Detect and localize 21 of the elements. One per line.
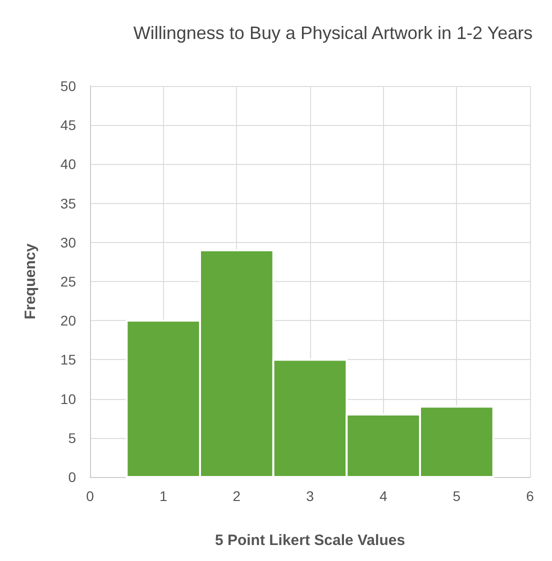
x-tick-label: 6 [526, 488, 534, 504]
y-tick-label: 20 [60, 312, 76, 329]
x-tick-label: 1 [159, 488, 168, 504]
chart-title: Willingness to Buy a Physical Artwork in 1-2 Years [133, 23, 533, 43]
y-tick-label: 50 [60, 78, 76, 94]
y-tick-label: 5 [68, 430, 76, 446]
x-tick-label: 0 [86, 488, 94, 504]
x-tick-label: 4 [379, 488, 388, 504]
y-tick-label: 35 [60, 195, 76, 212]
y-axis-title: Frequency [22, 242, 39, 320]
x-tick-label: 3 [306, 488, 314, 504]
y-tick-label: 15 [60, 352, 76, 368]
y-tick-label: 45 [60, 117, 76, 134]
y-tick-label: 25 [60, 274, 76, 290]
x-axis-title: 5 Point Likert Scale Values [214, 532, 406, 549]
y-tick-label: 40 [60, 156, 76, 172]
y-tick-label: 0 [68, 469, 76, 485]
x-tick-label: 2 [232, 488, 241, 504]
y-tick-label: 10 [60, 390, 76, 407]
x-tick-label: 5 [452, 488, 461, 504]
y-tick-label: 30 [60, 234, 76, 250]
